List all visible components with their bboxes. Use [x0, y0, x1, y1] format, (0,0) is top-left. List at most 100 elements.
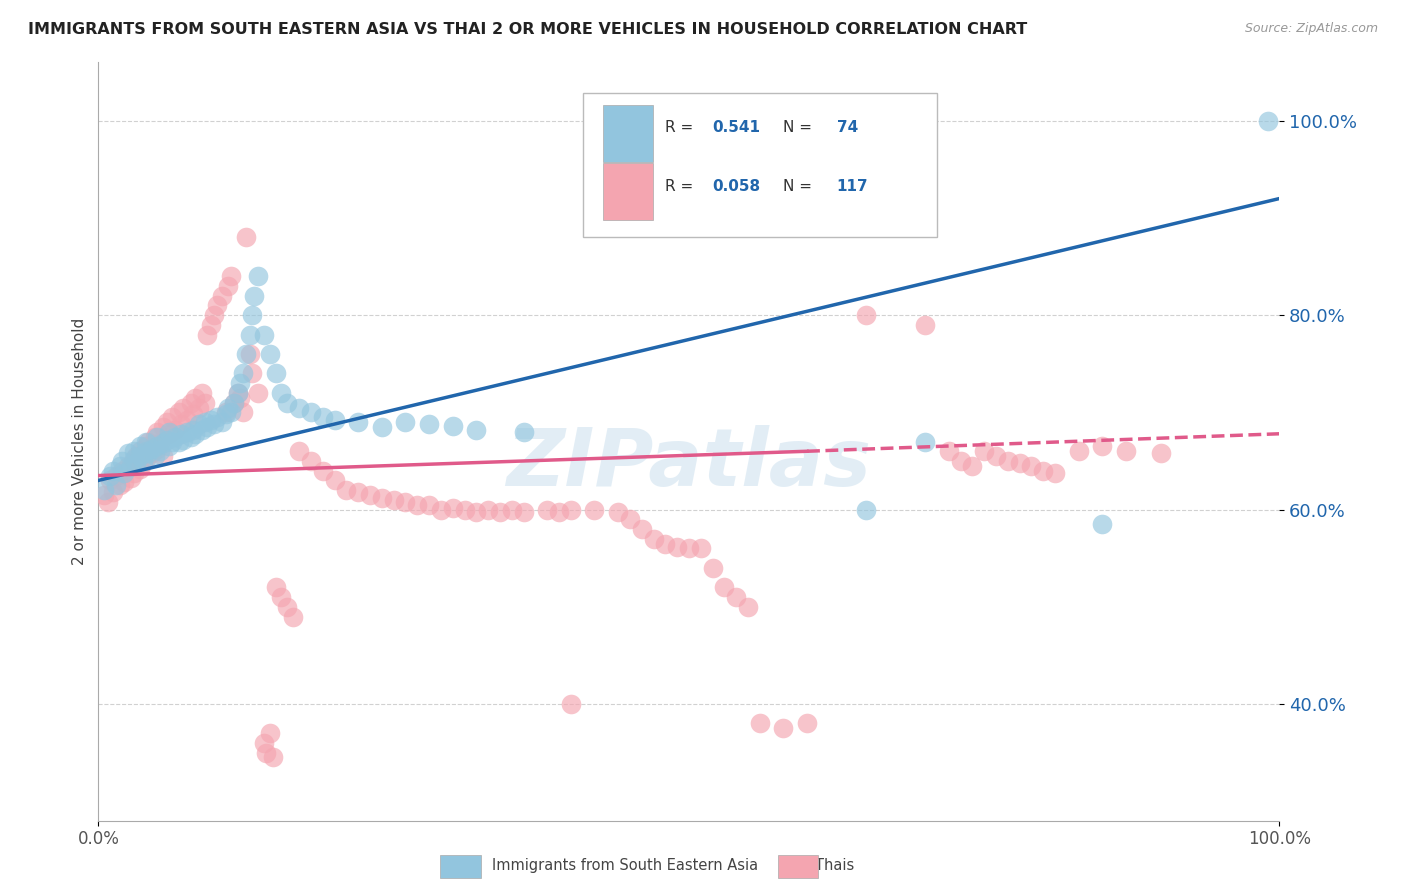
Point — [135, 439, 157, 453]
Point — [430, 502, 453, 516]
Point — [191, 386, 214, 401]
Point — [132, 456, 155, 470]
Point — [962, 458, 984, 473]
Point — [253, 736, 276, 750]
Point — [205, 298, 228, 312]
Point — [200, 413, 222, 427]
Point — [418, 498, 440, 512]
Point — [219, 269, 242, 284]
Point — [243, 289, 266, 303]
Point — [160, 434, 183, 449]
Point — [170, 426, 193, 441]
Point — [231, 367, 253, 381]
Point — [146, 439, 169, 453]
Point — [146, 425, 169, 439]
Point — [217, 279, 239, 293]
Point — [200, 318, 222, 332]
Y-axis label: 2 or more Vehicles in Household: 2 or more Vehicles in Household — [72, 318, 87, 566]
Point — [156, 415, 179, 429]
Point — [984, 449, 1007, 463]
Point — [157, 426, 180, 441]
Point — [226, 386, 249, 401]
Point — [855, 308, 877, 322]
Point — [215, 405, 238, 419]
Point — [112, 475, 135, 490]
Point — [259, 726, 281, 740]
Point — [262, 750, 284, 764]
Text: Source: ZipAtlas.com: Source: ZipAtlas.com — [1244, 22, 1378, 36]
Point — [1091, 439, 1114, 453]
Point — [465, 423, 488, 437]
Point — [796, 716, 818, 731]
Text: 117: 117 — [837, 179, 868, 194]
Point — [219, 405, 242, 419]
Point — [276, 395, 298, 409]
Point — [202, 308, 225, 322]
Point — [246, 269, 269, 284]
Point — [149, 436, 172, 450]
Point — [93, 488, 115, 502]
Point — [224, 395, 246, 409]
Point — [141, 446, 163, 460]
Point — [135, 434, 157, 449]
Point — [211, 415, 233, 429]
Text: 74: 74 — [837, 120, 858, 136]
Point — [299, 454, 322, 468]
Point — [229, 376, 252, 391]
Point — [101, 485, 124, 500]
Point — [1043, 466, 1066, 480]
Point — [108, 478, 131, 492]
Point — [270, 590, 292, 604]
Point — [108, 458, 131, 473]
Point — [949, 454, 972, 468]
Point — [167, 434, 190, 449]
Point — [149, 444, 172, 458]
Point — [347, 415, 370, 429]
Point — [678, 541, 700, 556]
Point — [264, 580, 287, 594]
Point — [165, 423, 187, 437]
Point — [194, 395, 217, 409]
Point — [195, 420, 218, 434]
Point — [288, 444, 311, 458]
FancyBboxPatch shape — [603, 105, 654, 162]
Point — [195, 327, 218, 342]
Point — [619, 512, 641, 526]
Point — [382, 492, 405, 507]
Point — [254, 746, 277, 760]
Point — [560, 502, 582, 516]
Point — [194, 415, 217, 429]
Point — [97, 495, 120, 509]
Point — [583, 502, 606, 516]
Point — [1032, 464, 1054, 478]
Point — [607, 504, 630, 518]
Point — [93, 483, 115, 497]
Point — [702, 561, 724, 575]
Point — [630, 522, 652, 536]
Point — [259, 347, 281, 361]
Point — [121, 458, 143, 473]
Point — [187, 417, 209, 431]
Text: R =: R = — [665, 179, 699, 194]
Point — [512, 504, 534, 518]
Point — [143, 430, 166, 444]
Point — [418, 417, 440, 431]
Point — [512, 425, 534, 439]
Text: N =: N = — [783, 120, 817, 136]
Point — [335, 483, 357, 497]
Point — [1067, 444, 1090, 458]
Point — [312, 410, 335, 425]
Point — [141, 442, 163, 457]
Point — [152, 449, 174, 463]
Point — [536, 502, 558, 516]
Point — [938, 444, 960, 458]
Point — [181, 423, 204, 437]
FancyBboxPatch shape — [582, 93, 936, 236]
Text: R =: R = — [665, 120, 699, 136]
Point — [772, 721, 794, 735]
Point — [253, 327, 276, 342]
Text: 0.058: 0.058 — [713, 179, 761, 194]
Point — [98, 468, 121, 483]
Point — [152, 436, 174, 450]
Point — [128, 439, 150, 453]
